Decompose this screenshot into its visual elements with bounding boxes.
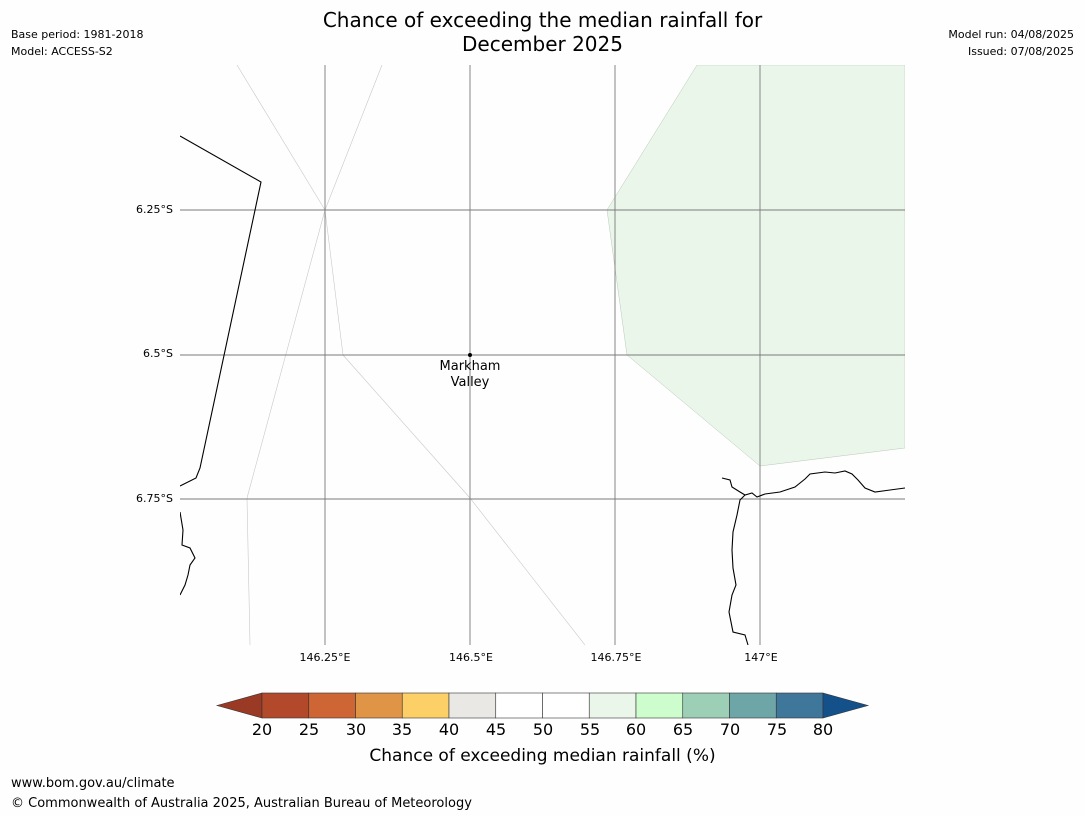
colorbar-segment xyxy=(588,692,637,719)
cb-tick-35: 35 xyxy=(391,720,413,739)
meta-left: Base period: 1981-2018 Model: ACCESS-S2 xyxy=(11,26,143,60)
title-line-1: Chance of exceeding the median rainfall … xyxy=(322,8,763,32)
colorbar-segment xyxy=(261,692,310,719)
issued-text: Issued: 07/08/2025 xyxy=(967,45,1074,58)
lon-tick-146-5e: 146.5°E xyxy=(449,651,493,664)
cb-tick-65: 65 xyxy=(672,720,694,739)
lat-tick-6-5s: 6.5°S xyxy=(143,347,173,360)
colorbar-segment xyxy=(495,692,543,719)
lon-tick-147e: 147°E xyxy=(744,651,778,664)
cb-tick-70: 70 xyxy=(719,720,741,739)
model-run-text: Model run: 04/08/2025 xyxy=(948,28,1074,41)
colorbar-segment xyxy=(682,692,730,719)
cb-tick-75: 75 xyxy=(766,720,788,739)
colorbar-segment xyxy=(308,692,356,719)
colorbar-segment xyxy=(635,692,684,719)
cb-tick-25: 25 xyxy=(298,720,320,739)
base-period-text: Base period: 1981-2018 xyxy=(11,28,144,41)
colorbar-segment xyxy=(729,692,777,719)
meta-right: Model run: 04/08/2025 Issued: 07/08/2025 xyxy=(948,26,1074,60)
markham-valley-marker xyxy=(468,353,472,357)
colorbar-segments xyxy=(261,692,824,719)
colorbar-low-extend xyxy=(215,692,263,719)
cb-tick-40: 40 xyxy=(438,720,460,739)
place-label-line-1: Markham xyxy=(439,359,501,374)
title-line-2: December 2025 xyxy=(462,32,623,56)
coastlines xyxy=(180,135,905,645)
footer-copyright: © Commonwealth of Australia 2025, Austra… xyxy=(11,796,472,811)
cb-tick-55: 55 xyxy=(579,720,601,739)
colorbar-segment xyxy=(355,692,403,719)
colorbar-segment xyxy=(542,692,590,719)
lat-tick-6-25s: 6.25°S xyxy=(136,203,173,216)
colorbar-title: Chance of exceeding median rainfall (%) xyxy=(369,746,716,766)
cb-tick-20: 20 xyxy=(251,720,273,739)
lat-tick-6-75s: 6.75°S xyxy=(136,492,173,505)
cb-tick-30: 30 xyxy=(345,720,367,739)
model-text: Model: ACCESS-S2 xyxy=(11,45,113,58)
place-label: Markham Valley xyxy=(420,359,520,391)
colorbar-segment xyxy=(401,692,450,719)
colorbar-segment xyxy=(448,692,497,719)
lon-tick-146-75e: 146.75°E xyxy=(590,651,642,664)
lon-tick-146-25e: 146.25°E xyxy=(299,651,351,664)
region-boundaries xyxy=(236,65,586,645)
cb-tick-80: 80 xyxy=(812,720,834,739)
place-label-line-2: Valley xyxy=(450,375,490,390)
footer-url: www.bom.gov.au/climate xyxy=(11,776,175,791)
cb-tick-50: 50 xyxy=(532,720,554,739)
colorbar-segment xyxy=(775,692,824,719)
cb-tick-60: 60 xyxy=(625,720,647,739)
map-title: Chance of exceeding the median rainfall … xyxy=(0,8,1085,56)
cb-tick-45: 45 xyxy=(485,720,507,739)
colorbar-high-extend xyxy=(822,692,870,719)
